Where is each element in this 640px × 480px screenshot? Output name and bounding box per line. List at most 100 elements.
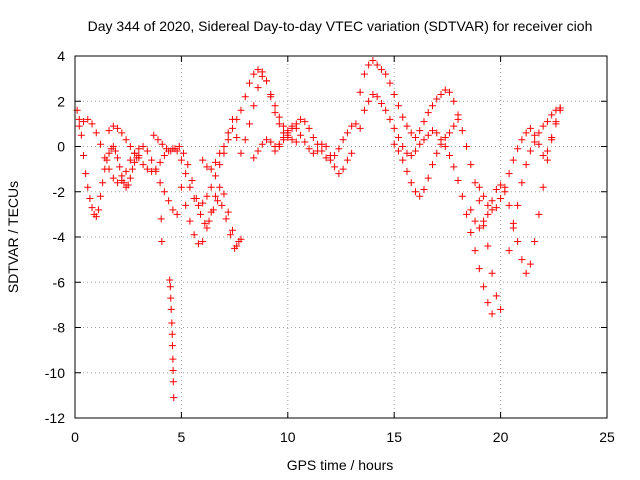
data-point [386,115,394,123]
data-point [126,174,134,182]
data-point [75,115,83,123]
data-point [509,224,517,232]
data-point [126,156,134,164]
data-point [394,147,402,155]
y-tick-labels: 4 2 0 -2 -4 -6 -8 -10 -12 [45,48,65,426]
data-point [497,305,505,313]
x-axis-label: GPS time / hours [287,457,394,473]
y-tick-label: -10 [45,365,65,381]
data-point [114,124,122,132]
data-point [416,127,424,135]
data-point [201,219,209,227]
data-point [224,136,232,144]
data-point [437,140,445,148]
data-point [152,165,160,173]
data-point [548,111,556,119]
data-point [203,192,211,200]
data-point [386,79,394,87]
data-point [411,133,419,141]
data-point [258,140,266,148]
data-point [254,84,262,92]
data-point [399,113,407,121]
data-point [97,140,105,148]
data-point [518,136,526,144]
data-point [326,156,334,164]
y-tick-label: 4 [57,48,65,64]
data-point [382,70,390,78]
y-tick-label: -2 [53,184,66,200]
series-arc-12 [390,115,462,200]
data-point [543,156,551,164]
data-point [167,305,175,313]
data-point [165,197,173,205]
data-point [433,149,441,157]
data-point [245,120,253,128]
data-point [245,79,253,87]
data-point [88,204,96,212]
data-point [211,158,219,166]
data-point [403,167,411,175]
data-point [509,156,517,164]
data-point [216,183,224,191]
y-tick-label: 2 [57,93,65,109]
data-point [463,210,471,218]
data-point [237,149,245,157]
series-arc-5 [177,183,245,250]
x-tick-labels: 0 5 10 15 20 25 [71,429,615,445]
data-point [314,140,322,148]
data-point [352,120,360,128]
data-point [411,188,419,196]
data-point [411,147,419,155]
data-point [305,124,313,132]
data-point [111,147,119,155]
data-point [471,217,479,225]
data-point [158,238,166,246]
data-point [97,192,105,200]
data-point [163,145,171,153]
data-point [143,165,151,173]
data-point [214,197,222,205]
data-point [531,238,539,246]
data-point [454,176,462,184]
data-point [169,378,177,386]
grid-lines [75,56,607,418]
data-point [216,149,224,157]
data-point [429,161,437,169]
tick-marks [74,55,608,419]
series-arc-8 [250,122,356,178]
data-point [233,133,241,141]
data-point [497,195,505,203]
data-point [126,143,134,150]
data-point [480,222,488,230]
data-point [488,197,496,205]
data-point [135,154,143,162]
data-point [275,143,283,150]
data-point [369,90,377,98]
data-point [131,149,139,157]
data-point [556,104,564,112]
data-point [535,140,543,148]
data-point [416,140,424,148]
data-point [114,154,122,162]
data-point [199,156,207,164]
data-point [182,201,190,209]
data-point [167,294,175,302]
data-point [480,283,488,291]
series-arc-4 [150,131,243,252]
data-point [480,192,488,200]
data-point [343,156,351,164]
data-point [369,57,377,65]
data-point [271,109,279,117]
y-tick-label: -8 [53,320,66,336]
data-point [305,145,313,153]
data-point [339,136,347,144]
data-point [535,129,543,137]
data-point [518,179,526,187]
data-point [77,131,85,139]
data-point [92,129,100,137]
data-point [190,231,198,239]
data-point [199,199,207,207]
series-arc-11 [360,90,496,318]
data-point [360,70,368,78]
